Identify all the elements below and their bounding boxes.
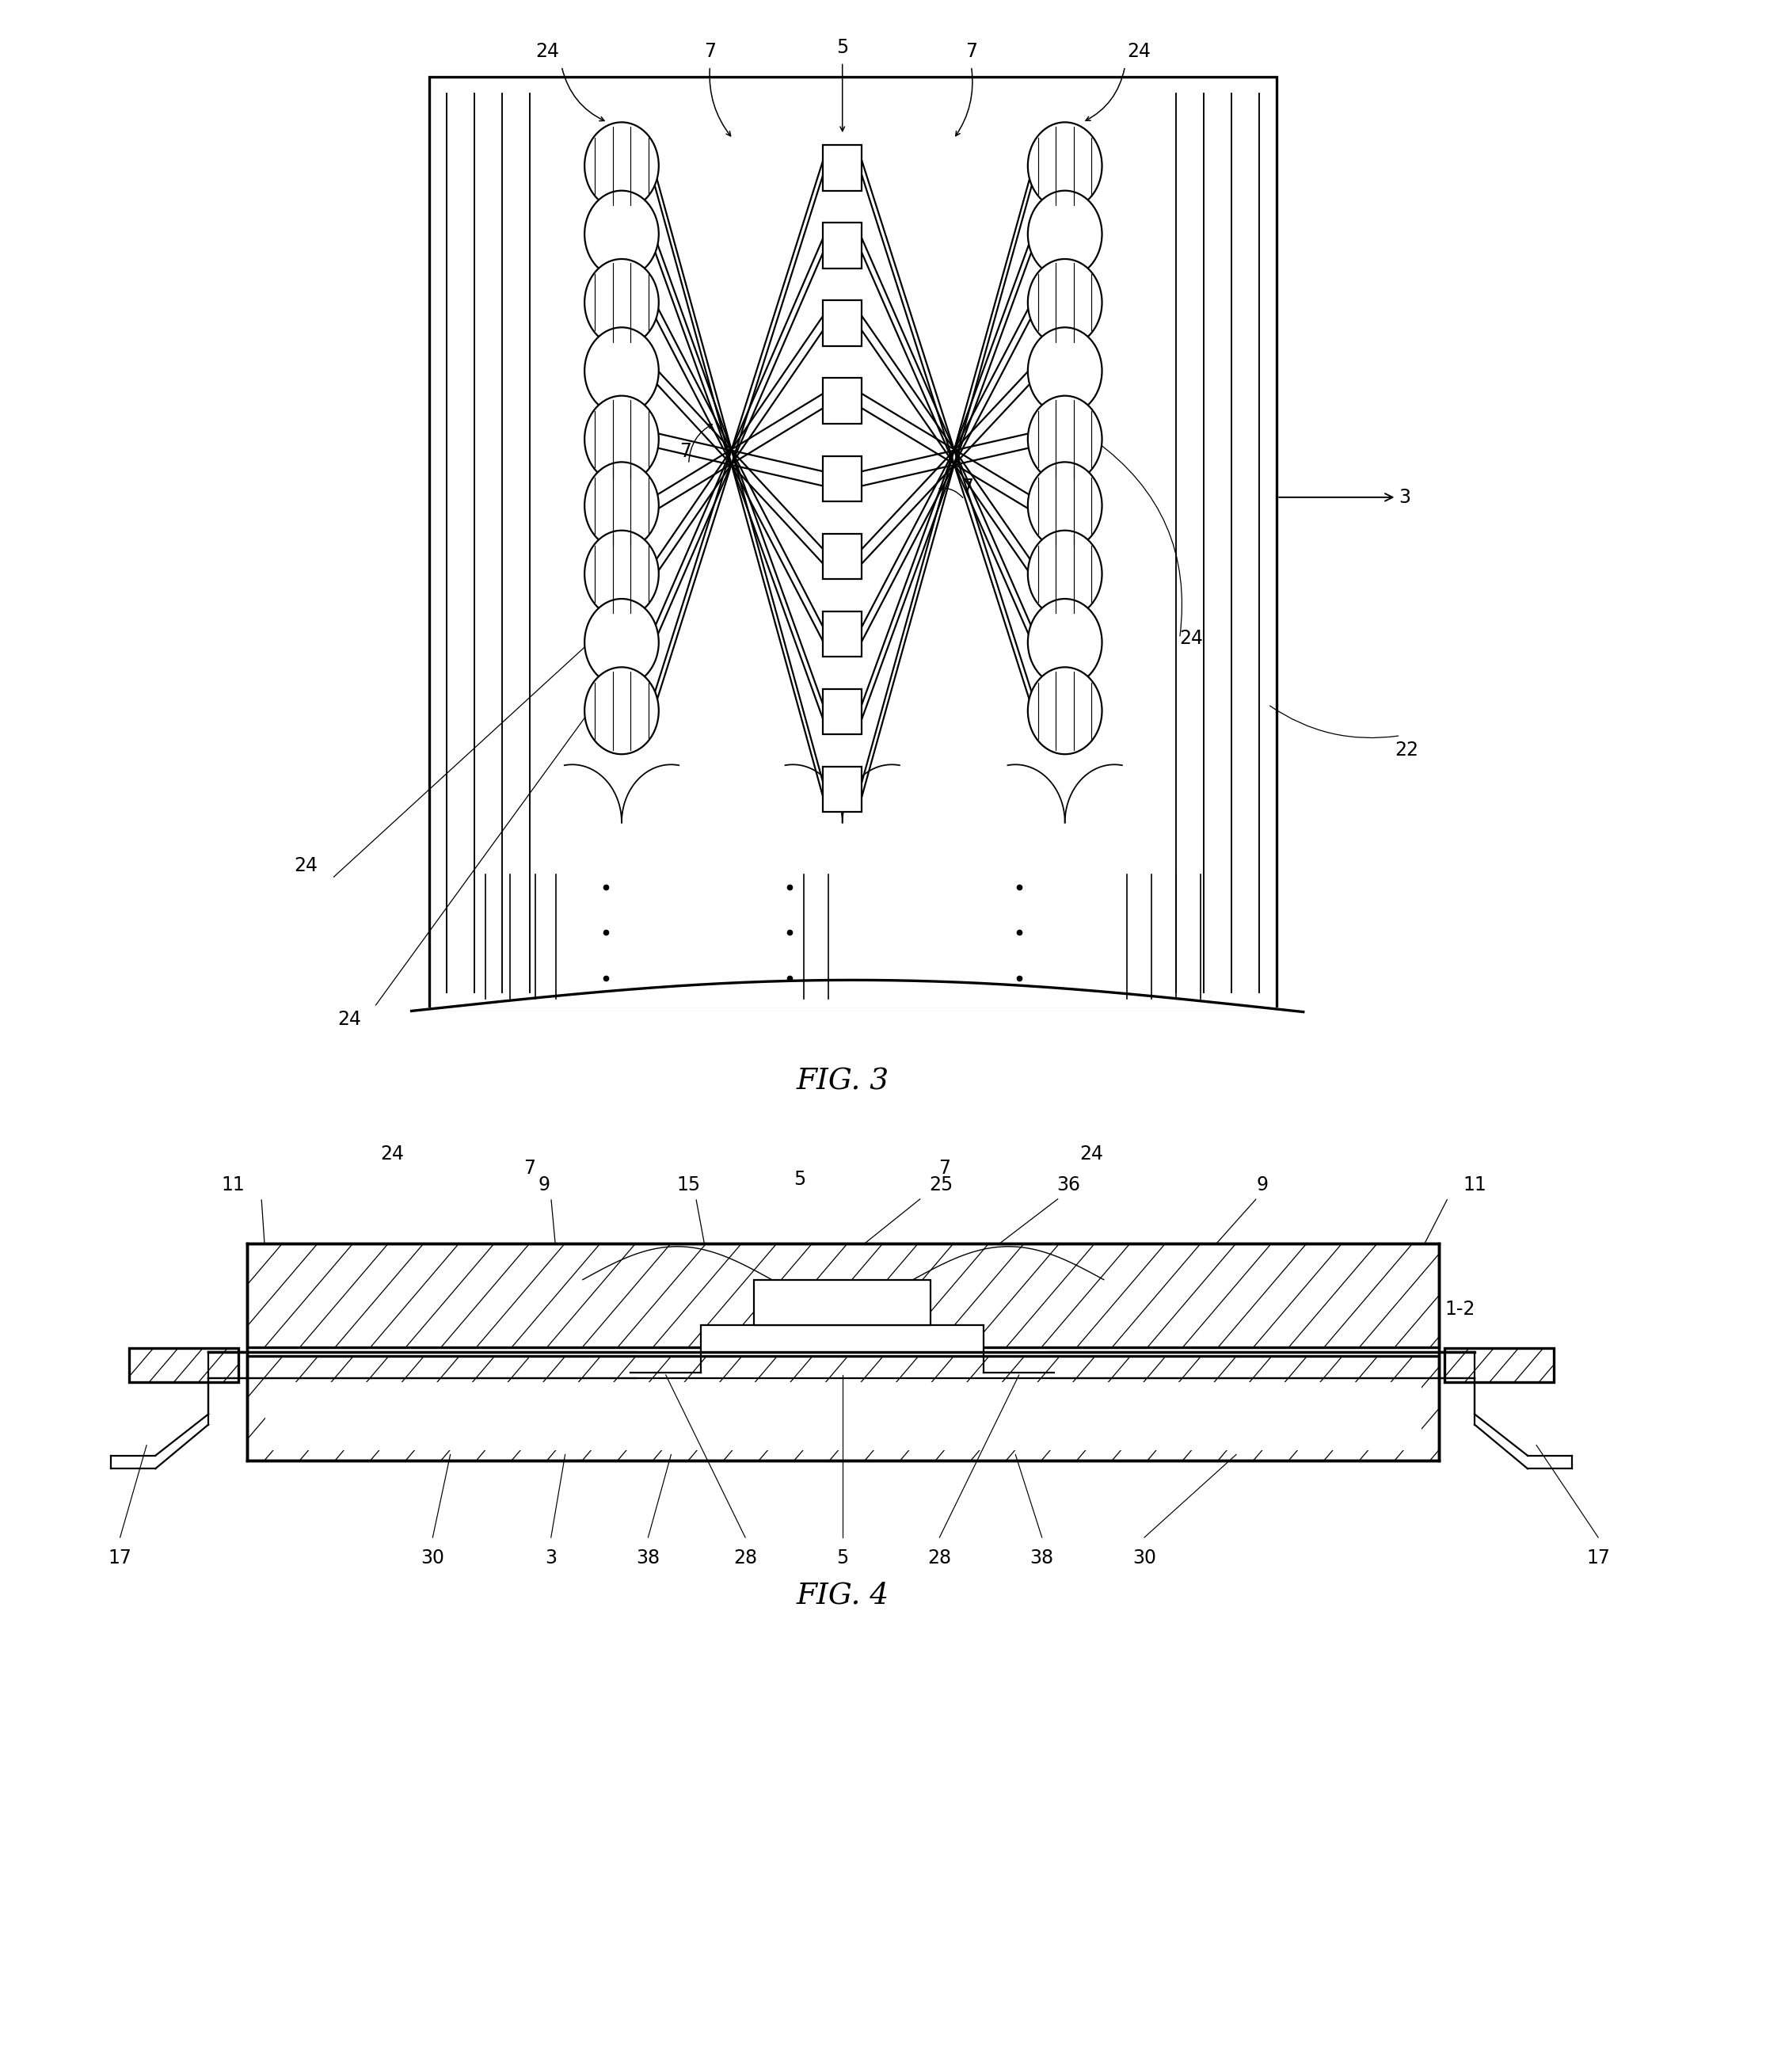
Bar	[754, 1280, 931, 1326]
Text: 24: 24	[1127, 41, 1151, 62]
Text: 17: 17	[108, 1548, 132, 1569]
Bar	[129, 1347, 238, 1382]
Circle shape	[1028, 259, 1102, 346]
Circle shape	[585, 599, 659, 686]
Text: FIG. 4: FIG. 4	[796, 1581, 888, 1610]
Text: 36: 36	[1056, 1175, 1081, 1196]
Text: 28: 28	[927, 1548, 952, 1569]
Bar	[701, 1326, 984, 1357]
Text: 7: 7	[680, 441, 691, 462]
Circle shape	[1028, 599, 1102, 686]
Text: 24: 24	[293, 856, 318, 876]
Bar	[823, 767, 862, 812]
Circle shape	[585, 667, 659, 754]
Circle shape	[1028, 191, 1102, 278]
Circle shape	[1028, 396, 1102, 483]
Bar	[247, 1243, 1439, 1347]
Text: 3: 3	[546, 1548, 556, 1569]
Bar	[823, 533, 862, 578]
Text: 15: 15	[676, 1175, 701, 1196]
Bar	[823, 688, 862, 736]
Circle shape	[1028, 122, 1102, 209]
Bar	[429, 77, 1277, 1009]
Circle shape	[1028, 667, 1102, 754]
Text: 30: 30	[1132, 1548, 1157, 1569]
Text: 24: 24	[1180, 628, 1203, 649]
Text: 30: 30	[420, 1548, 445, 1569]
Text: 3: 3	[1279, 487, 1411, 508]
Text: 11: 11	[221, 1175, 245, 1196]
Text: 38: 38	[1030, 1548, 1054, 1569]
Text: 24: 24	[535, 41, 560, 62]
Text: 28: 28	[733, 1548, 758, 1569]
Circle shape	[585, 462, 659, 549]
Text: 7: 7	[962, 477, 973, 497]
Text: 7: 7	[966, 41, 977, 62]
Circle shape	[585, 396, 659, 483]
Bar	[265, 1382, 1422, 1450]
Text: 5: 5	[795, 1169, 805, 1189]
Circle shape	[585, 122, 659, 209]
Text: 38: 38	[636, 1548, 660, 1569]
Text: 24: 24	[337, 1009, 362, 1030]
Bar	[823, 456, 862, 501]
Text: 7: 7	[525, 1158, 535, 1179]
Bar	[823, 611, 862, 657]
Text: 24: 24	[1079, 1144, 1104, 1164]
Circle shape	[585, 327, 659, 414]
Text: FIG. 3: FIG. 3	[796, 1067, 888, 1096]
Circle shape	[585, 259, 659, 346]
Bar	[823, 145, 862, 191]
Text: 11: 11	[1462, 1175, 1487, 1196]
Text: 5: 5	[837, 37, 848, 58]
Bar	[823, 300, 862, 346]
Text: 17: 17	[1586, 1548, 1611, 1569]
Text: 9: 9	[1257, 1175, 1268, 1196]
Circle shape	[1028, 327, 1102, 414]
Bar	[823, 222, 862, 267]
Circle shape	[585, 191, 659, 278]
Bar	[823, 377, 862, 425]
Text: 24: 24	[380, 1144, 404, 1164]
Circle shape	[1028, 462, 1102, 549]
Text: 25: 25	[929, 1175, 954, 1196]
Text: 7: 7	[940, 1158, 950, 1179]
Text: 22: 22	[1395, 740, 1418, 760]
Bar	[1445, 1347, 1554, 1382]
Text: 1-2: 1-2	[1445, 1299, 1475, 1320]
Text: 5: 5	[837, 1548, 848, 1569]
Circle shape	[1028, 530, 1102, 617]
Text: 7: 7	[705, 41, 715, 62]
Circle shape	[585, 530, 659, 617]
Text: 9: 9	[539, 1175, 549, 1196]
Bar	[247, 1357, 1439, 1461]
